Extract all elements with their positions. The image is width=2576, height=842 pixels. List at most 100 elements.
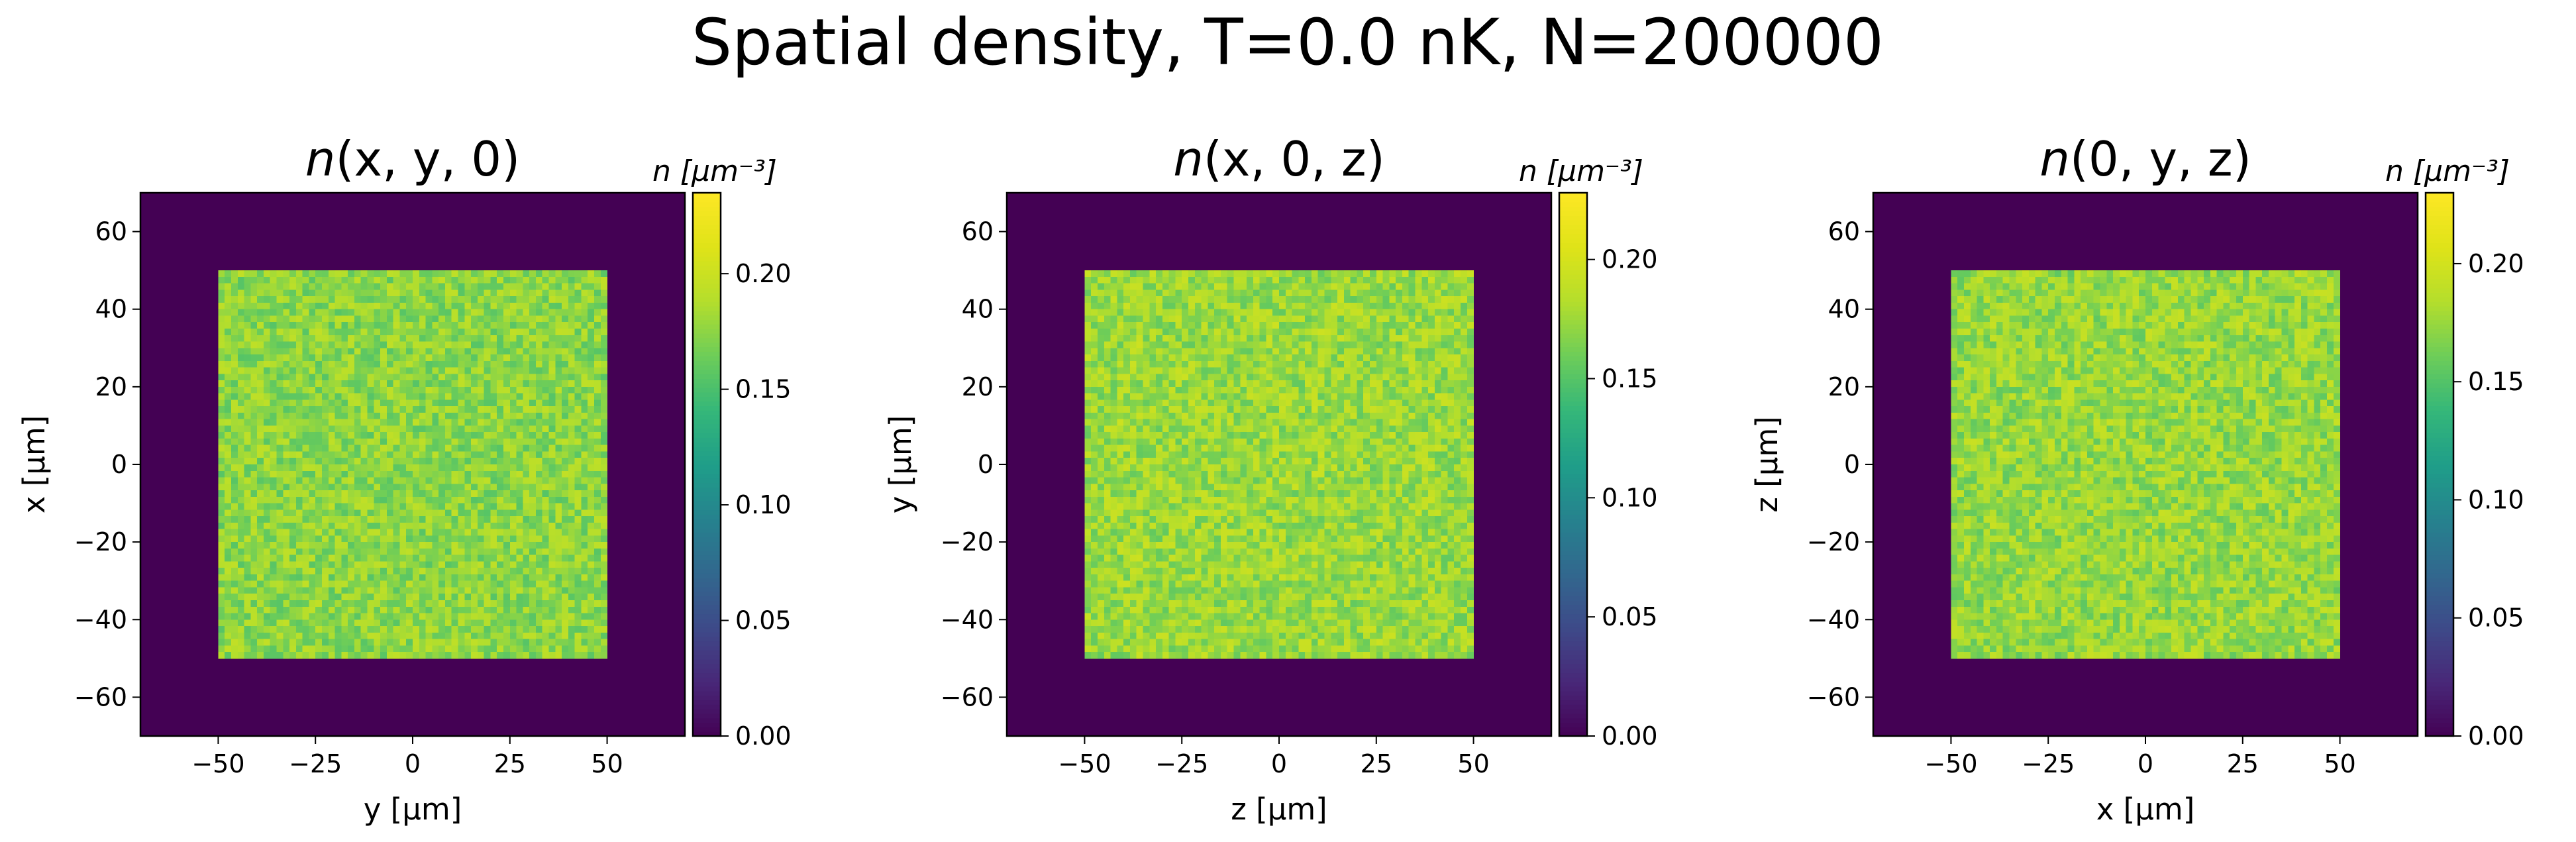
- colorbar-segment: [693, 211, 721, 216]
- heatmap-cell: [322, 380, 329, 388]
- heatmap-cell: [1305, 393, 1312, 400]
- heatmap-cell: [594, 568, 601, 575]
- heatmap-cell: [1292, 329, 1299, 336]
- heatmap-cell: [374, 432, 381, 439]
- heatmap-cell: [458, 587, 465, 594]
- heatmap-cell: [413, 470, 420, 478]
- heatmap-cell: [477, 296, 485, 303]
- heatmap-cell: [315, 276, 323, 284]
- heatmap-cell: [451, 360, 459, 368]
- heatmap-cell: [1454, 329, 1461, 336]
- heatmap-cell: [509, 399, 517, 407]
- y-tick-label: 60: [95, 217, 127, 246]
- heatmap-cell: [341, 374, 348, 381]
- heatmap-cell: [535, 419, 543, 427]
- colorbar-segment: [693, 487, 721, 492]
- heatmap-cell: [341, 445, 348, 452]
- heatmap-cell: [1175, 283, 1182, 291]
- heatmap-cell: [1247, 354, 1254, 362]
- heatmap-cell: [581, 309, 588, 317]
- heatmap-cell: [1117, 341, 1124, 348]
- heatmap-cell: [315, 600, 323, 607]
- heatmap-cell: [535, 360, 543, 368]
- heatmap-cell: [1350, 296, 1358, 303]
- heatmap-cell: [581, 322, 588, 329]
- heatmap-cell: [263, 490, 271, 498]
- heatmap-cell: [1370, 341, 1377, 348]
- heatmap-cell: [1441, 315, 1449, 323]
- heatmap-cell: [548, 354, 556, 362]
- heatmap-cell: [1247, 360, 1254, 368]
- heatmap-cell: [225, 445, 232, 452]
- heatmap-cell: [509, 606, 517, 614]
- heatmap-cell: [257, 516, 264, 523]
- heatmap-cell: [399, 580, 407, 588]
- heatmap-cell: [1311, 335, 1319, 342]
- heatmap-cell: [393, 470, 401, 478]
- heatmap-cell: [315, 542, 323, 549]
- heatmap-cell: [231, 516, 238, 523]
- heatmap-cell: [335, 329, 342, 336]
- heatmap-cell: [360, 341, 368, 348]
- heatmap-cell: [1298, 386, 1306, 394]
- heatmap-cell: [237, 458, 245, 465]
- heatmap-cell: [1461, 322, 1468, 329]
- heatmap-cell: [600, 432, 608, 439]
- heatmap-cell: [231, 438, 238, 446]
- heatmap-cell: [302, 554, 310, 562]
- heatmap-cell: [1415, 360, 1422, 368]
- heatmap-cell: [484, 335, 491, 342]
- heatmap-cell: [1143, 399, 1150, 407]
- heatmap-cell: [309, 283, 316, 291]
- heatmap-cell: [444, 283, 452, 291]
- heatmap-cell: [471, 652, 478, 659]
- heatmap-cell: [322, 568, 329, 575]
- heatmap-cell: [451, 561, 459, 568]
- heatmap-cell: [1201, 329, 1208, 336]
- heatmap-cell: [295, 542, 303, 549]
- heatmap-cell: [471, 393, 478, 400]
- heatmap-cell: [244, 574, 251, 582]
- heatmap-cell: [263, 399, 271, 407]
- heatmap-cell: [374, 419, 381, 427]
- heatmap-cell: [399, 619, 407, 627]
- heatmap-cell: [600, 354, 608, 362]
- heatmap-cell: [562, 380, 569, 388]
- heatmap-cell: [516, 632, 523, 640]
- heatmap-cell: [1376, 360, 1384, 368]
- heatmap-cell: [1247, 283, 1254, 291]
- heatmap-cell: [542, 341, 550, 348]
- heatmap-cell: [1156, 270, 1163, 278]
- heatmap-cell: [562, 360, 569, 368]
- heatmap-cell: [438, 315, 446, 323]
- heatmap-cell: [406, 561, 413, 568]
- heatmap-cell: [444, 464, 452, 472]
- heatmap-cell: [250, 561, 258, 568]
- heatmap-cell: [458, 561, 465, 568]
- heatmap-cell: [322, 335, 329, 342]
- heatmap-cell: [574, 445, 582, 452]
- heatmap-cell: [348, 561, 355, 568]
- heatmap-cell: [568, 574, 576, 582]
- heatmap-cell: [432, 399, 439, 407]
- heatmap-cell: [263, 302, 271, 310]
- heatmap-cell: [348, 535, 355, 543]
- heatmap-cell: [1279, 309, 1286, 317]
- heatmap-cell: [516, 425, 523, 433]
- heatmap-cell: [270, 606, 278, 614]
- heatmap-cell: [588, 529, 595, 536]
- heatmap-cell: [276, 496, 283, 504]
- heatmap-cell: [568, 341, 576, 348]
- heatmap-cell: [562, 522, 569, 530]
- heatmap-cell: [367, 419, 374, 427]
- heatmap-cell: [1447, 296, 1455, 303]
- heatmap-cell: [295, 490, 303, 498]
- heatmap-cell: [451, 613, 459, 620]
- heatmap-cell: [348, 496, 355, 504]
- heatmap-cell: [425, 613, 433, 620]
- heatmap-cell: [315, 386, 323, 394]
- heatmap-cell: [535, 529, 543, 536]
- heatmap-cell: [335, 341, 342, 348]
- heatmap-cell: [555, 535, 562, 543]
- heatmap-cell: [535, 522, 543, 530]
